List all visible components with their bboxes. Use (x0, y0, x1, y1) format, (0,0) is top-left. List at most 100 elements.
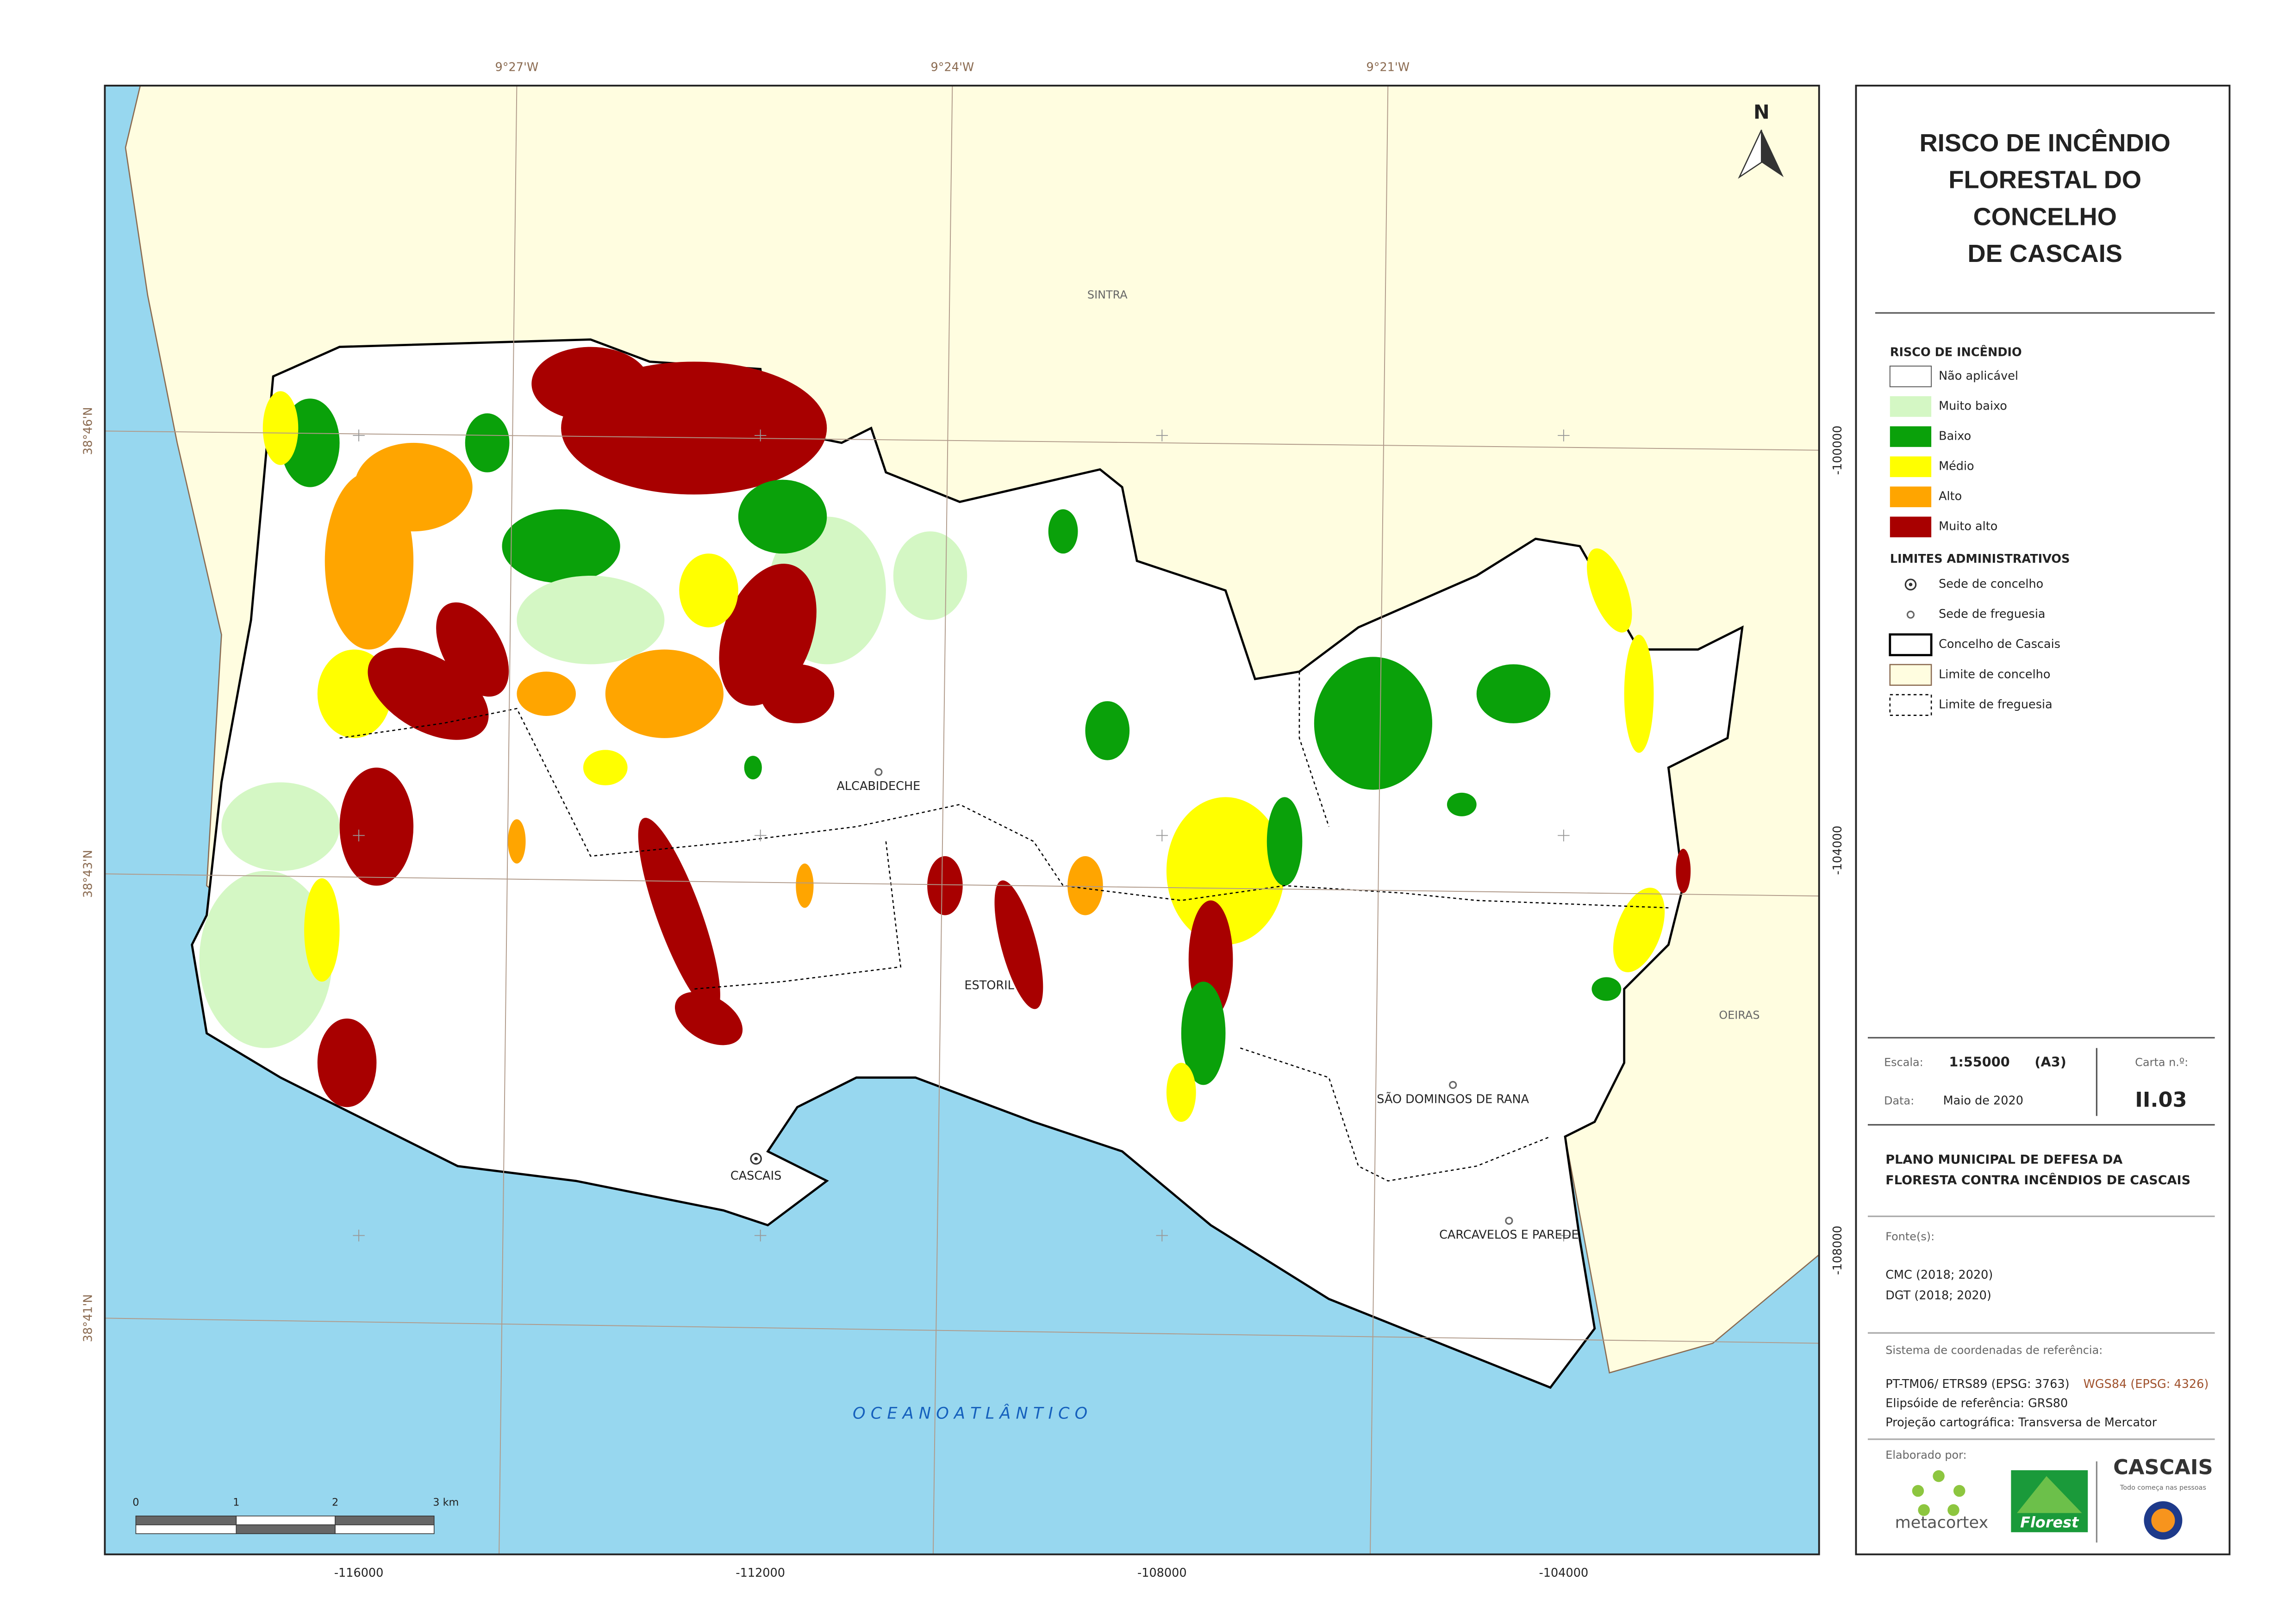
crs: Elipsóide de referência: GRS80 (1885, 1396, 2068, 1410)
parallel (105, 1318, 1819, 1344)
legend-swatch (1890, 426, 1932, 447)
risk-patch (1085, 701, 1130, 760)
logo-dot (1912, 1485, 1924, 1497)
logo-dot (1947, 1504, 1959, 1516)
legend-swatch (1889, 694, 1932, 716)
legend-swatch (1889, 664, 1932, 686)
grid-cross (1156, 429, 1168, 442)
meridian (1370, 85, 1389, 1555)
graticule-label: 9°21'W (1366, 61, 1410, 75)
parallel (105, 430, 1819, 451)
scale-segment (135, 1524, 237, 1534)
legend-label: Sede de concelho (1939, 577, 2043, 591)
risk-patch (605, 649, 724, 738)
parish-symbol (1505, 1217, 1513, 1225)
risk-patch (1447, 792, 1477, 816)
risk-patch (1181, 982, 1226, 1085)
grid-label: -104000 (1831, 826, 1845, 875)
legend-label: Concelho de Cascais (1939, 637, 2060, 651)
crs: WGS84 (EPSG: 4326) (2084, 1377, 2209, 1391)
plan-title: PLANO MUNICIPAL DE DEFESA DA (1885, 1153, 2122, 1167)
risk-patch (738, 479, 827, 554)
legend-label: Muito alto (1939, 520, 1997, 534)
meta-value: (A3) (2034, 1054, 2066, 1070)
meridian (932, 85, 953, 1555)
legend-swatch (1890, 516, 1932, 538)
north-label: N (1753, 101, 1770, 124)
grid-label: -108000 (1137, 1566, 1187, 1580)
scale-segment (236, 1515, 336, 1525)
grid-label: -100000 (1831, 426, 1845, 475)
place-label: OEIRAS (1719, 1008, 1759, 1021)
legend-label: Baixo (1939, 429, 1971, 443)
source: DGT (2018; 2020) (1885, 1288, 1991, 1302)
legend-label: Limite de concelho (1939, 667, 2050, 681)
grid-label: -108000 (1831, 1225, 1845, 1275)
risk-patch (508, 819, 526, 864)
legend-heading: LIMITES ADMINISTRATIVOS (1890, 552, 2070, 566)
grid-cross (754, 429, 767, 442)
meta-label: Elaborado por: (1885, 1449, 1966, 1461)
risk-patch (1587, 548, 1632, 633)
logo-emblem-inner (2151, 1508, 2175, 1532)
logo-text: Todo começa nas pessoas (2120, 1484, 2206, 1492)
scale-tick: 2 (332, 1497, 338, 1509)
crs: Projeção cartográfica: Transversa de Mer… (1885, 1416, 2157, 1430)
risk-patch (304, 878, 340, 982)
legend-swatch (1890, 486, 1932, 507)
graticule-label: 9°27'W (495, 61, 539, 75)
map-body (105, 85, 1819, 1555)
meta-value: Maio de 2020 (1943, 1094, 2023, 1107)
graticule-label: 38°41'N (81, 1294, 95, 1342)
graticule (105, 85, 1819, 1555)
place-label: SINTRA (1087, 288, 1128, 301)
legend-label: Limite de freguesia (1939, 697, 2053, 711)
parish-limit (339, 708, 1669, 908)
scale-tick: 0 (132, 1497, 139, 1509)
risk-patch (317, 1018, 377, 1107)
risk-patch (1166, 1063, 1196, 1122)
legend-label: Alto (1939, 490, 1962, 504)
risk-patches (199, 347, 1691, 1122)
panel-title: FLORESTAL DO (1948, 166, 2141, 194)
place-label: ESTORIL (964, 979, 1014, 993)
meta-label: Carta n.º: (2135, 1056, 2188, 1069)
risk-patch (502, 509, 620, 583)
logo-dot (1933, 1470, 1945, 1482)
risk-patch (221, 782, 340, 871)
scale-segment (236, 1524, 336, 1534)
scale-tick: 3 km (433, 1497, 459, 1509)
grid-cross (353, 829, 365, 842)
grid-cross (353, 429, 365, 442)
scale-segment (135, 1515, 237, 1525)
risk-patch (1314, 657, 1433, 790)
north-arrow (1738, 130, 1784, 179)
risk-patch (517, 672, 576, 716)
logo-dot (1953, 1485, 1965, 1497)
crs: PT-TM06/ ETRS89 (EPSG: 3763) (1885, 1377, 2069, 1391)
grid-cross (353, 1229, 365, 1242)
grid-label: -104000 (1539, 1566, 1589, 1580)
risk-patch (796, 863, 814, 908)
grid-cross (1156, 829, 1168, 842)
place-label: SÃO DOMINGOS DE RANA (1377, 1092, 1529, 1106)
meta-label: Sistema de coordenadas de referência: (1885, 1344, 2103, 1357)
grid-cross (1558, 1229, 1570, 1242)
risk-patch (994, 880, 1043, 1009)
logo-dot (1918, 1504, 1930, 1516)
scale-tick: 1 (233, 1497, 239, 1509)
risk-patch (531, 347, 650, 421)
place-label: CASCAIS (730, 1169, 781, 1183)
legend-swatch (1890, 456, 1932, 477)
risk-patch (893, 531, 967, 620)
legend-label: Médio (1939, 460, 1974, 473)
grid-cross (754, 1229, 767, 1242)
meta-label: Escala: (1884, 1056, 1923, 1069)
risk-patch (1166, 797, 1285, 945)
parish-limit (1240, 1047, 1551, 1182)
parish-limit (694, 841, 902, 990)
seat-symbol-dot (1909, 583, 1913, 586)
grid-label: -116000 (334, 1566, 384, 1580)
